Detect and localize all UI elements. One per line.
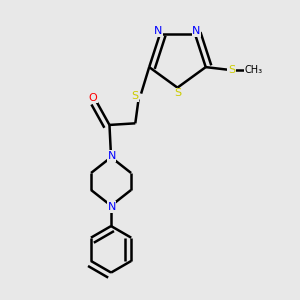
Text: N: N — [192, 26, 201, 36]
Text: S: S — [174, 88, 181, 98]
Text: O: O — [88, 93, 97, 103]
Text: S: S — [132, 91, 139, 101]
Text: N: N — [107, 151, 116, 161]
Text: N: N — [154, 26, 163, 36]
Text: CH₃: CH₃ — [244, 65, 262, 75]
Text: S: S — [228, 65, 235, 75]
Text: N: N — [107, 202, 116, 212]
